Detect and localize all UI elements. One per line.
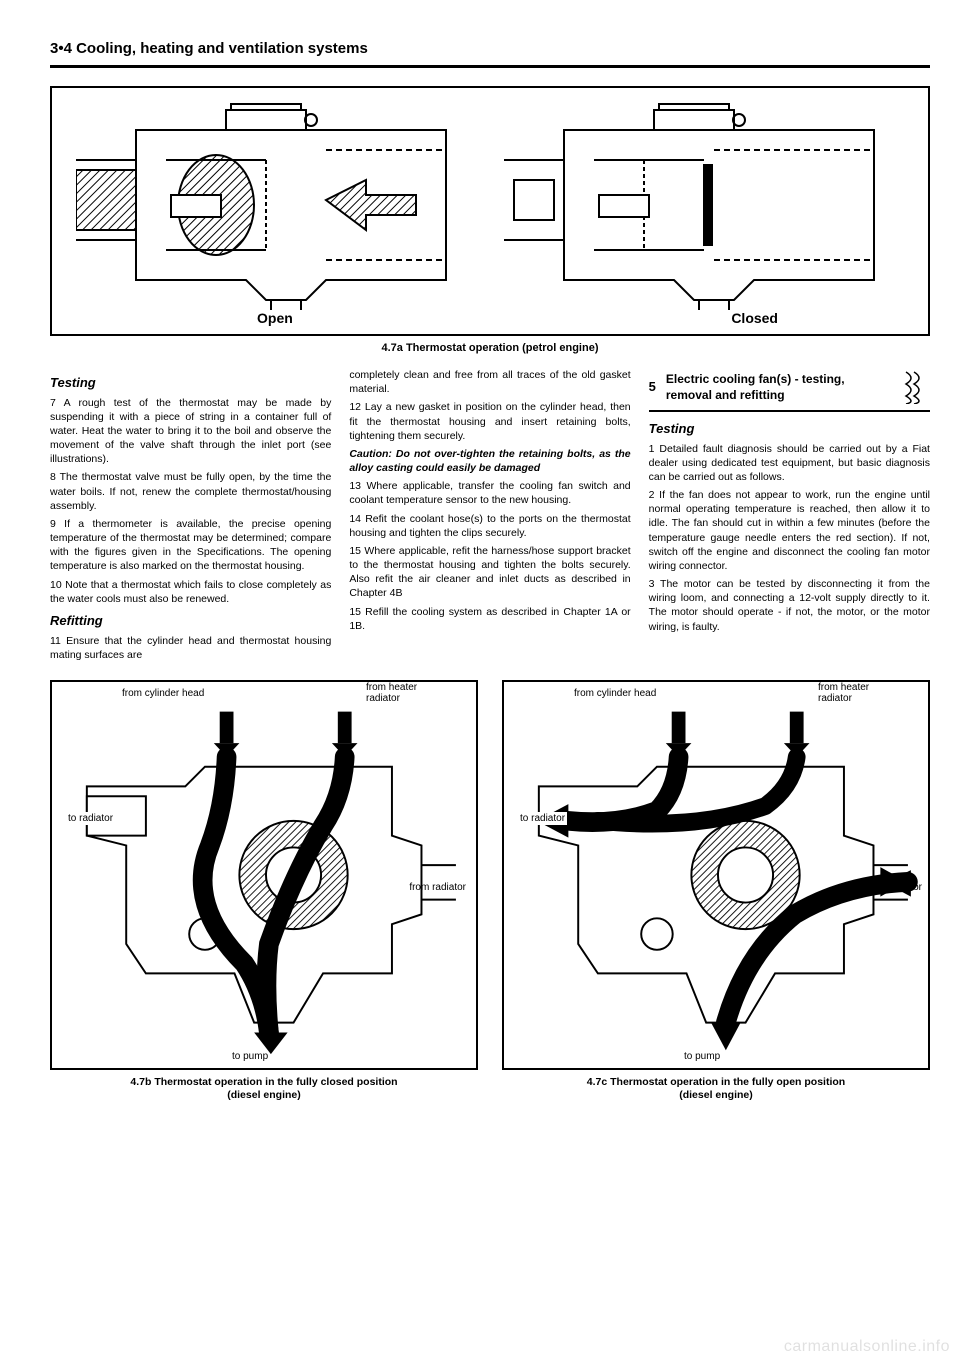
open-label: Open xyxy=(257,310,293,326)
testing-heading-2: Testing xyxy=(649,420,930,438)
figure-4-7b-caption-2: (diesel engine) xyxy=(227,1089,301,1101)
label-to-radiator-b: to radiator xyxy=(66,812,115,825)
thermostat-open-diagram xyxy=(76,100,476,310)
para-8: 8 The thermostat valve must be fully ope… xyxy=(50,470,331,513)
figure-4-7c-wrap: from cylinder head from heater radiator … xyxy=(502,680,930,1103)
para-9: 9 If a thermometer is available, the pre… xyxy=(50,517,331,574)
para-10: 10 Note that a thermostat which fails to… xyxy=(50,578,331,606)
header-rule xyxy=(50,65,930,68)
figure-4-7b-caption-1: 4.7b Thermostat operation in the fully c… xyxy=(130,1076,397,1088)
label-from-head-b: from cylinder head xyxy=(122,688,204,699)
label-to-radiator-c: to radiator xyxy=(518,812,567,825)
thermostat-open-flow-diagram xyxy=(510,688,922,1062)
label-from-radiator-c: from radiator xyxy=(865,882,922,893)
para-12: 12 Lay a new gasket in position on the c… xyxy=(349,400,630,443)
closed-label: Closed xyxy=(731,310,778,326)
para-13: 13 Where applicable, transfer the coolin… xyxy=(349,479,630,507)
para-14: 14 Refit the coolant hose(s) to the port… xyxy=(349,512,630,540)
figure-4-7b-wrap: from cylinder head from heater radiator … xyxy=(50,680,478,1103)
figure-4-7c-caption: 4.7c Thermostat operation in the fully o… xyxy=(502,1076,930,1103)
column-3: 5 Electric cooling fan(s) - testing, rem… xyxy=(649,368,930,666)
label-to-pump-c: to pump xyxy=(684,1051,720,1062)
para-15: 15 Where applicable, refit the harness/h… xyxy=(349,544,630,601)
para-11a: 11 Ensure that the cylinder head and the… xyxy=(50,634,331,662)
figure-4-7c-caption-2: (diesel engine) xyxy=(679,1089,753,1101)
body-columns: Testing 7 A rough test of the thermostat… xyxy=(50,368,930,666)
label-from-heater-b: from heater radiator xyxy=(366,682,436,704)
para-5-3: 3 The motor can be tested by disconnecti… xyxy=(649,577,930,634)
para-7: 7 A rough test of the thermostat may be … xyxy=(50,396,331,467)
label-to-pump-b: to pump xyxy=(232,1051,268,1062)
watermark: carmanualsonline.info xyxy=(784,1338,950,1356)
column-1: Testing 7 A rough test of the thermostat… xyxy=(50,368,331,666)
figure-4-7b: from cylinder head from heater radiator … xyxy=(50,680,478,1070)
thermostat-closed-flow-diagram xyxy=(58,688,470,1062)
section-5-title: Electric cooling fan(s) - testing, remov… xyxy=(666,371,892,403)
figure-4-7a-caption: 4.7a Thermostat operation (petrol engine… xyxy=(50,342,930,354)
difficulty-icon xyxy=(902,370,930,404)
para-5-2: 2 If the fan does not appear to work, ru… xyxy=(649,488,930,573)
section-5-head: 5 Electric cooling fan(s) - testing, rem… xyxy=(649,370,930,404)
label-from-head-c: from cylinder head xyxy=(574,688,656,699)
para-5-1: 1 Detailed fault diagnosis should be car… xyxy=(649,442,930,485)
column-2: completely clean and free from all trace… xyxy=(349,368,630,666)
page-header: 3•4 Cooling, heating and ventilation sys… xyxy=(50,40,930,57)
para-11b: completely clean and free from all trace… xyxy=(349,368,630,396)
figure-4-7c-caption-1: 4.7c Thermostat operation in the fully o… xyxy=(587,1076,845,1088)
figure-4-7c: from cylinder head from heater radiator … xyxy=(502,680,930,1070)
para-15b: 15 Refill the cooling system as describe… xyxy=(349,605,630,633)
section-5-number: 5 xyxy=(649,378,656,396)
section-5-rule xyxy=(649,410,930,412)
bottom-figures: from cylinder head from heater radiator … xyxy=(50,680,930,1103)
caution-text: Caution: Do not over-tighten the retaini… xyxy=(349,447,630,475)
thermostat-closed-diagram xyxy=(504,100,904,310)
label-from-heater-c: from heater radiator xyxy=(818,682,888,704)
figure-4-7a: Open Closed xyxy=(50,86,930,336)
refitting-heading: Refitting xyxy=(50,612,331,630)
label-from-radiator-b: from radiator xyxy=(409,882,466,893)
testing-heading: Testing xyxy=(50,374,331,392)
figure-4-7b-caption: 4.7b Thermostat operation in the fully c… xyxy=(50,1076,478,1103)
